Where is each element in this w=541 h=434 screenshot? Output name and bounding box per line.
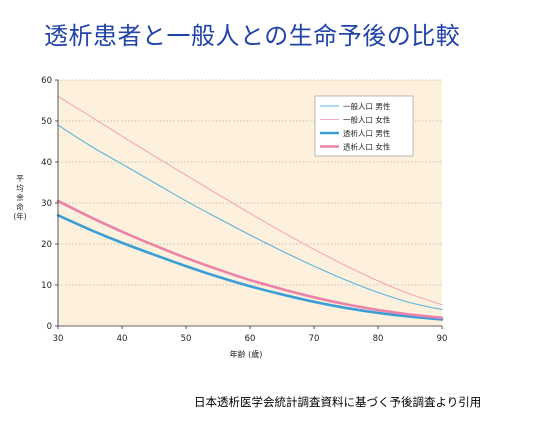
x-tick-label: 50 [181, 334, 192, 344]
y-tick-label: 20 [41, 240, 52, 250]
slide-title: 透析患者と一般人との生命予後の比較 [44, 22, 461, 50]
y-axis-label-char: 命 [16, 202, 24, 212]
y-axis-label-char: 余 [16, 192, 24, 202]
y-tick-label: 50 [41, 117, 52, 127]
legend-label: 透析人口 女性 [343, 142, 391, 152]
x-axis-label: 年齢 (歳) [230, 349, 263, 359]
y-tick-label: 0 [47, 322, 52, 332]
y-tick-label: 60 [41, 76, 52, 86]
y-tick-label: 30 [41, 199, 52, 209]
y-axis-label-char: (年) [13, 211, 26, 221]
y-axis-label-char: 均 [16, 183, 24, 193]
legend-label: 一般人口 女性 [343, 115, 391, 125]
series-line-4 [56, 199, 444, 320]
series-lines [56, 95, 444, 321]
x-tick-label: 80 [373, 334, 384, 344]
x-tick-label: 70 [309, 334, 320, 344]
series-line-2 [57, 95, 443, 306]
series-line-3 [56, 214, 444, 321]
source-footnote: 日本透析医学会統計調査資料に基づく予後調査より引用 [194, 395, 482, 409]
x-tick-label: 90 [437, 334, 448, 344]
series-line-1 [57, 124, 443, 311]
y-tick-label: 10 [41, 281, 52, 291]
legend-label: 透析人口 男性 [343, 128, 391, 138]
x-tick-label: 40 [117, 334, 128, 344]
y-axis-label-char: 平 [16, 174, 24, 183]
x-tick-label: 30 [53, 334, 64, 344]
axes: 0 10 20 30 40 50 60 30 40 50 60 70 80 90 [41, 76, 447, 344]
y-tick-label: 40 [41, 158, 52, 168]
x-tick-label: 60 [245, 334, 256, 344]
legend-label: 一般人口 男性 [343, 101, 391, 111]
